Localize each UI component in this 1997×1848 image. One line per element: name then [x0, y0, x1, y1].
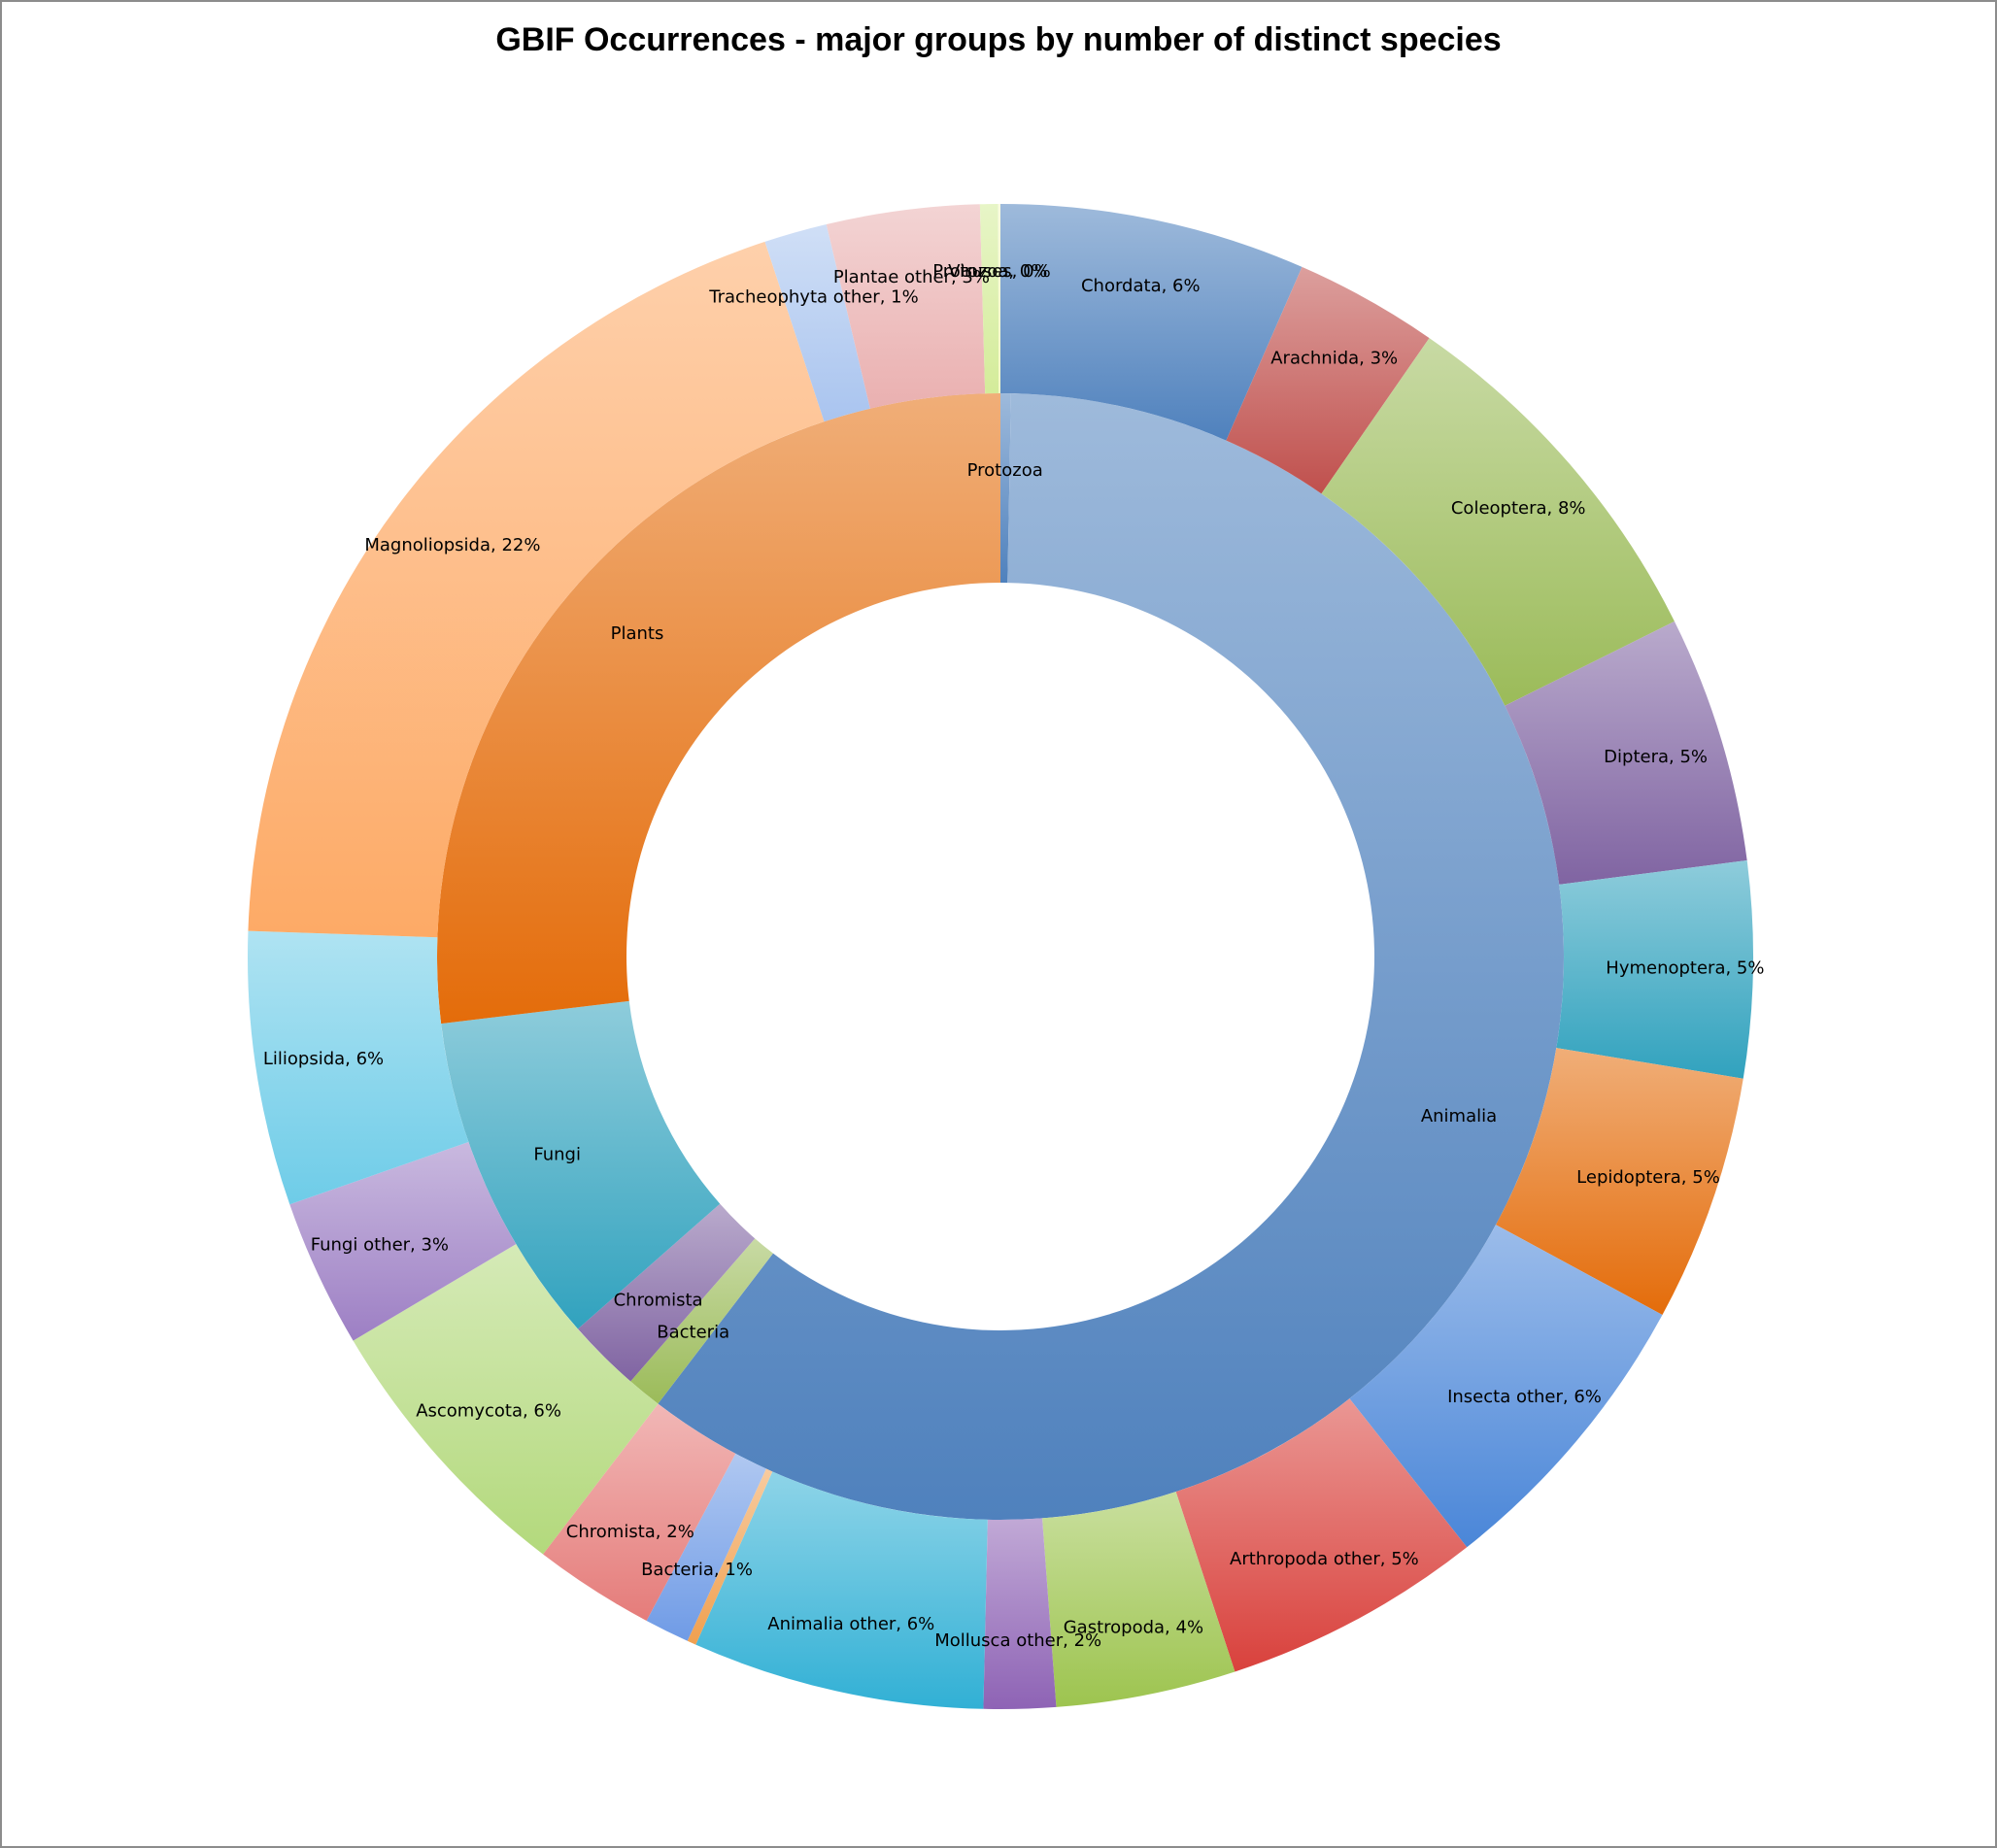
outer-slice-arachnida-3: [1226, 266, 1430, 494]
outer-slice-hymenoptera-5: [1556, 860, 1753, 1079]
outer-slice-viruses-0: [998, 204, 1000, 394]
outer-slice-chromista-2: [543, 1403, 736, 1621]
inner-slice-protozoa: [1000, 393, 1011, 584]
outer-slice-label-plantae-other-3: Plantae other, 3%: [833, 267, 990, 287]
inner-slice-fungi: [441, 1000, 721, 1329]
outer-slice-label-mollusca-other-2: Mollusca other, 2%: [934, 1630, 1101, 1651]
inner-slice-chromista: [577, 1203, 756, 1382]
inner-slice-plants: [437, 393, 1000, 1025]
inner-slice-label-animalia: Animalia: [1421, 1106, 1497, 1126]
outer-slice-protozoa-0: [979, 204, 999, 394]
outer-slice-coleoptera-8: [1321, 338, 1675, 706]
outer-slice-lepidoptera-5: [1496, 1048, 1743, 1316]
outer-slice-label-protozoa-0: Protozoa, 0%: [932, 261, 1047, 282]
outer-slice-label-lepidoptera-5: Lepidoptera, 5%: [1576, 1167, 1720, 1188]
outer-ring: [247, 204, 1753, 1709]
outer-slice-label-chordata-6: Chordata, 6%: [1081, 276, 1201, 296]
inner-slice-label-plants: Plants: [611, 623, 664, 644]
outer-slice-label-arachnida-3: Arachnida, 3%: [1270, 348, 1398, 368]
inner-slice-label-chromista: Chromista: [614, 1291, 703, 1311]
outer-slice-label-bacteria-1: Bacteria, 1%: [641, 1560, 753, 1580]
outer-slice-liliopsida-6: [247, 930, 469, 1205]
outer-slice-label-ascomycota-6: Ascomycota, 6%: [416, 1400, 561, 1421]
outer-slice-insecta-other-6: [1349, 1225, 1663, 1548]
outer-slice-label-fungi-other-3: Fungi other, 3%: [311, 1235, 449, 1256]
outer-slice-diptera-5: [1505, 621, 1747, 885]
slice-labels: Protozoa Animalia Bacteria Chromista Fungi Pl…: [263, 261, 1765, 1651]
inner-ring: [437, 393, 1565, 1520]
outer-slice-tracheophyta-other-1: [764, 224, 870, 422]
inner-slice-label-fungi: Fungi: [533, 1144, 581, 1164]
outer-slice-unlabeled: [687, 1468, 773, 1645]
outer-slice-gastropoda-4: [1042, 1492, 1235, 1707]
outer-slice-label-coleoptera-8: Coleoptera, 8%: [1451, 498, 1586, 519]
outer-slice-mollusca-other-2: [983, 1518, 1057, 1709]
outer-slice-label-animalia-other-6: Animalia other, 6%: [767, 1614, 934, 1634]
outer-slice-label-gastropoda-4: Gastropoda, 4%: [1064, 1618, 1203, 1638]
outer-slice-arthropoda-other-5: [1175, 1398, 1468, 1672]
outer-slice-fungi-other-3: [289, 1142, 517, 1341]
outer-slice-label-insecta-other-6: Insecta other, 6%: [1447, 1387, 1602, 1407]
outer-slice-magnoliopsida-22: [248, 241, 825, 938]
outer-slice-label-arthropoda-other-5: Arthropoda other, 5%: [1230, 1549, 1419, 1569]
inner-slice-bacteria: [630, 1238, 773, 1404]
outer-slice-label-viruses-0: Viruses, 0%: [948, 261, 1051, 282]
outer-slice-ascomycota-6: [353, 1244, 659, 1555]
chart-title: GBIF Occurrences - major groups by numbe…: [495, 21, 1502, 58]
outer-slice-chordata-6: [1000, 204, 1303, 441]
outer-slice-label-diptera-5: Diptera, 5%: [1604, 747, 1708, 767]
outer-slice-plantae-other-3: [826, 204, 986, 409]
outer-slice-label-chromista-2: Chromista, 2%: [566, 1522, 694, 1542]
outer-slice-label-tracheophyta-other-1: Tracheophyta other, 1%: [708, 287, 918, 308]
inner-slice-label-protozoa: Protozoa: [967, 460, 1043, 481]
outer-slice-label-liliopsida-6: Liliopsida, 6%: [263, 1049, 384, 1069]
inner-slice-label-bacteria: Bacteria: [657, 1322, 729, 1342]
inner-slice-animalia: [658, 393, 1565, 1520]
outer-slice-animalia-other-6: [695, 1471, 988, 1709]
outer-slice-label-magnoliopsida-22: Magnoliopsida, 22%: [364, 535, 540, 555]
outer-slice-bacteria-1: [646, 1453, 766, 1641]
outer-slice-label-hymenoptera-5: Hymenoptera, 5%: [1606, 958, 1764, 978]
